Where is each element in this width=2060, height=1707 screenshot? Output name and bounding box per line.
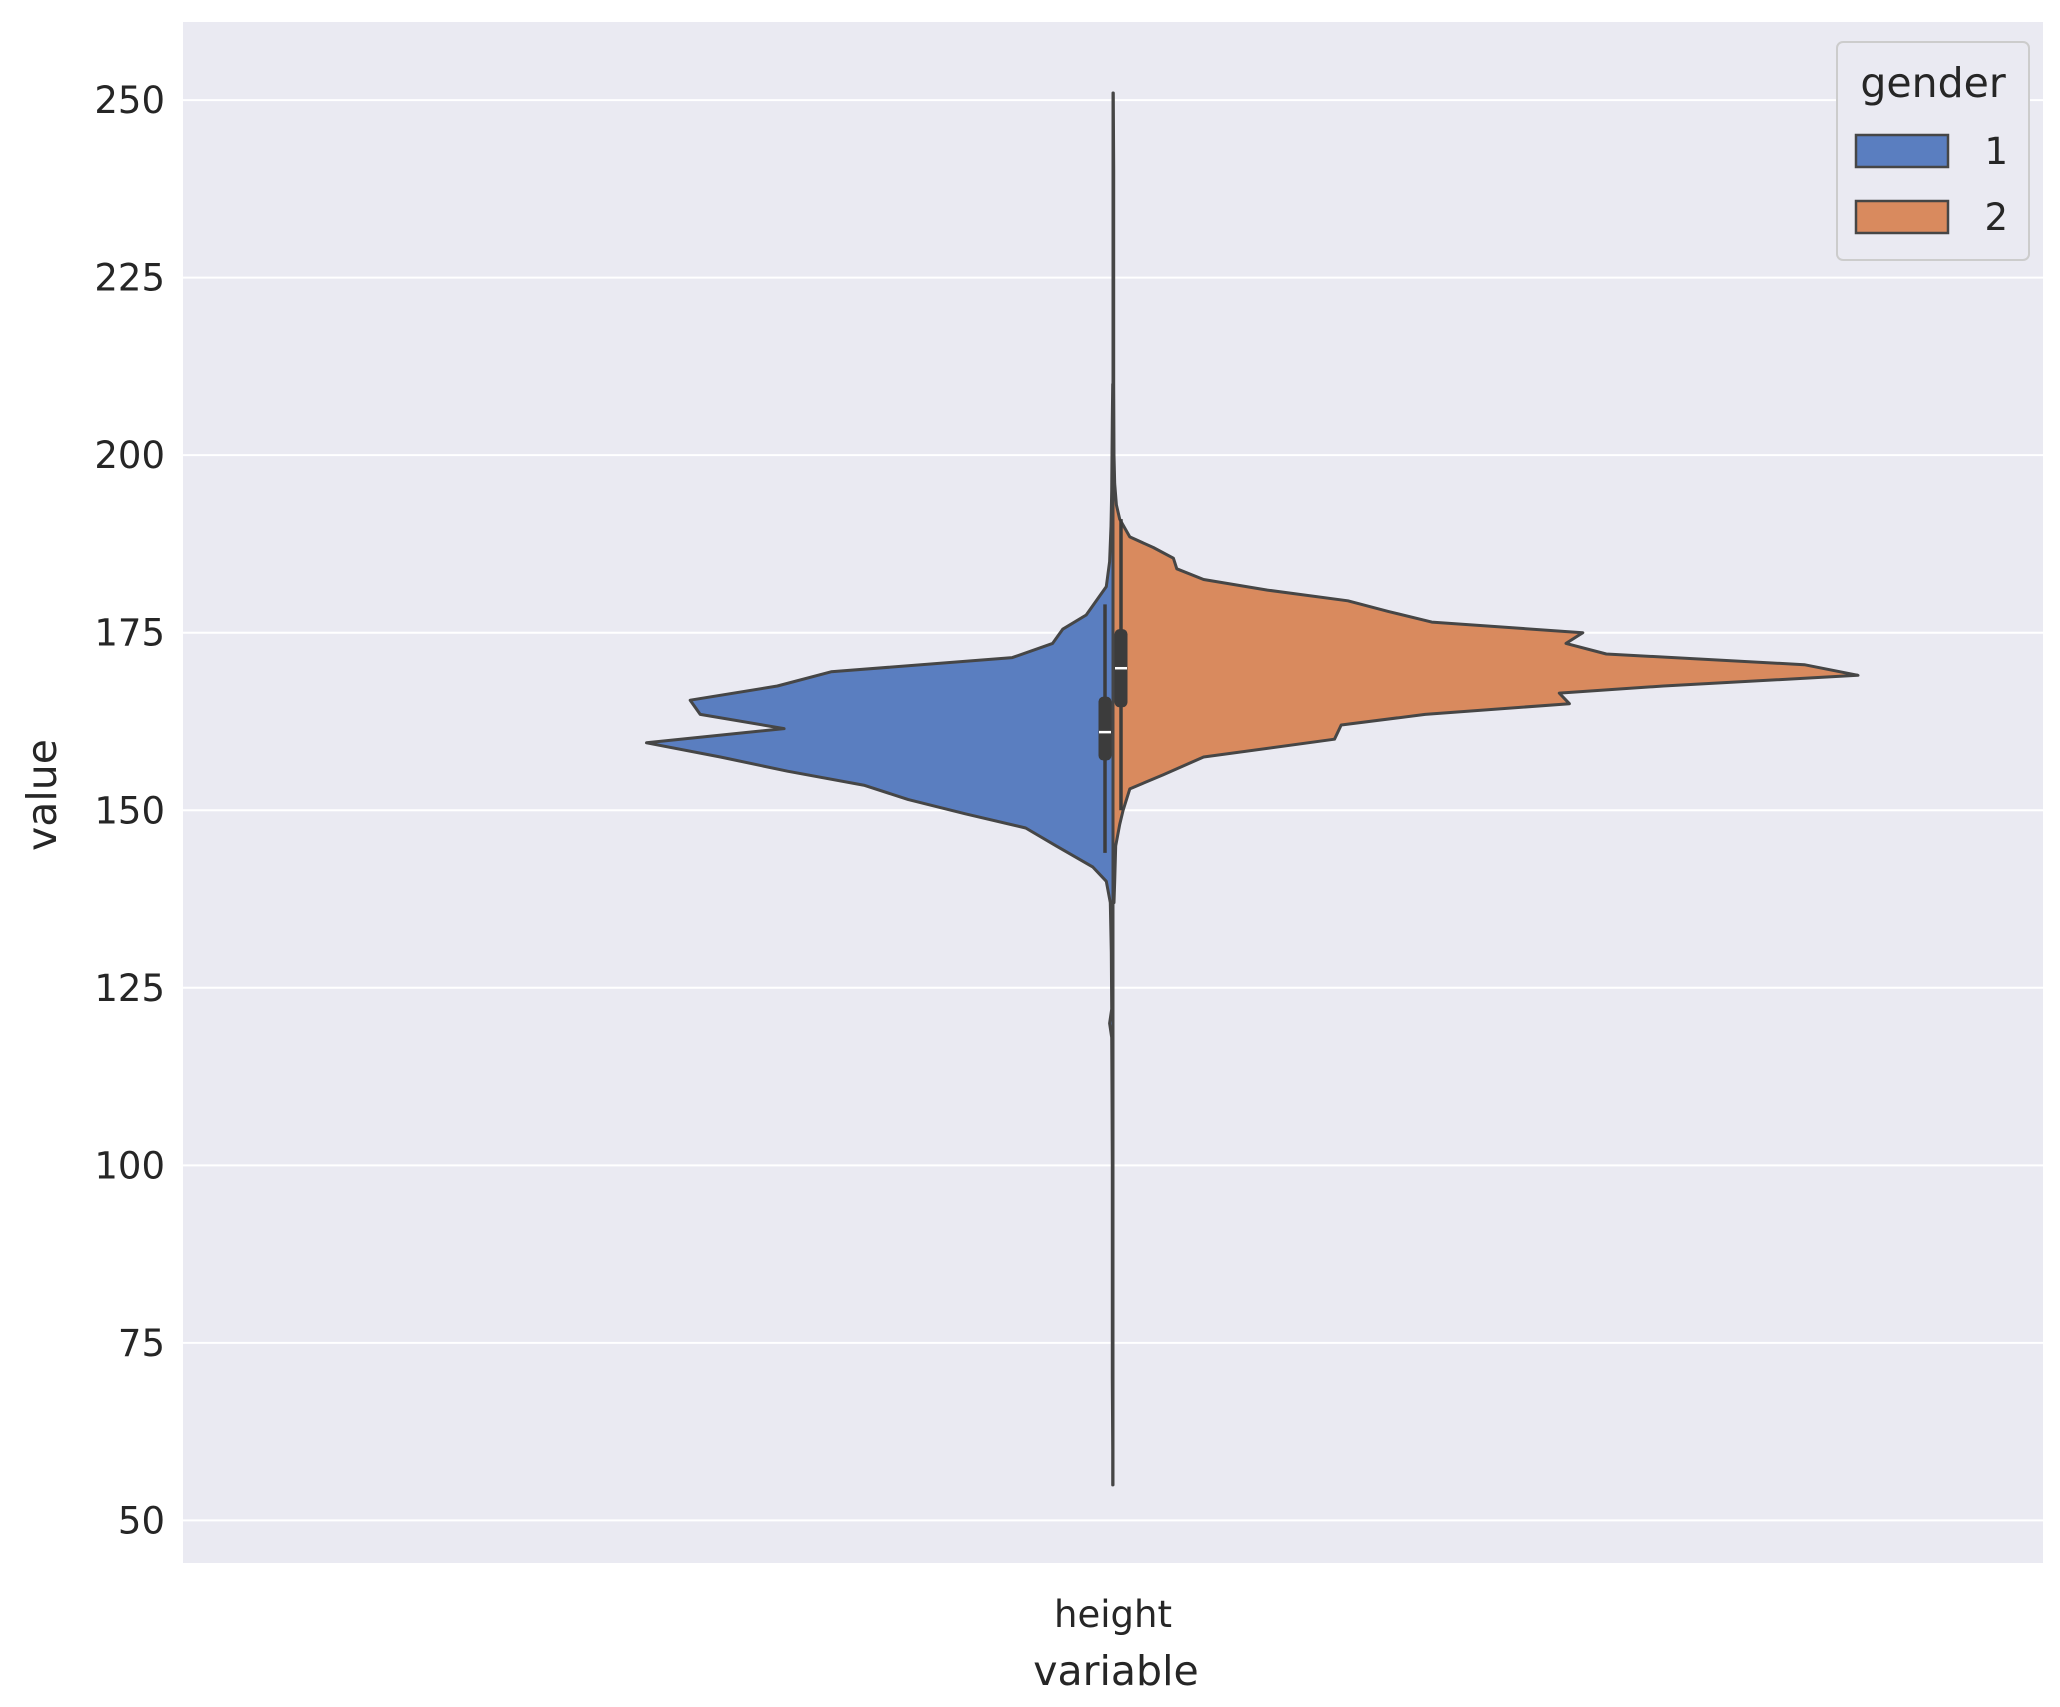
y-tick-label: 50 <box>118 1499 165 1542</box>
y-tick-label: 125 <box>94 967 165 1010</box>
x-axis-title: variable <box>1033 1647 1198 1695</box>
y-tick-labels: 50 75 100 125 150 175 200 225 250 <box>94 79 165 1542</box>
legend-entries: 12 <box>1854 130 2008 239</box>
y-tick-label: 100 <box>94 1144 165 1187</box>
legend-swatch-1 <box>1854 133 1950 169</box>
y-tick-label: 250 <box>94 79 165 122</box>
violins <box>645 91 1860 1487</box>
y-tick-label: 150 <box>94 789 165 832</box>
violin-half-1 <box>645 382 1115 1487</box>
y-tick-label: 225 <box>94 257 165 300</box>
y-tick-label: 200 <box>94 434 165 477</box>
y-tick-label: 75 <box>118 1322 165 1365</box>
legend-swatch-2 <box>1854 199 1950 235</box>
legend: gender 12 <box>1836 41 2030 261</box>
legend-label-2: 2 <box>1984 196 2008 239</box>
x-tick-label: height <box>1054 1593 1172 1636</box>
x-tick-labels: height <box>1054 1593 1172 1636</box>
violin-half-2 <box>1111 91 1860 905</box>
legend-label-1: 1 <box>1984 130 2008 173</box>
y-tick-label: 175 <box>94 612 165 655</box>
y-axis-title: value <box>18 739 66 851</box>
inner-boxes <box>1098 519 1128 853</box>
box-1 <box>1098 696 1112 761</box>
legend-title: gender <box>1860 59 2005 107</box>
